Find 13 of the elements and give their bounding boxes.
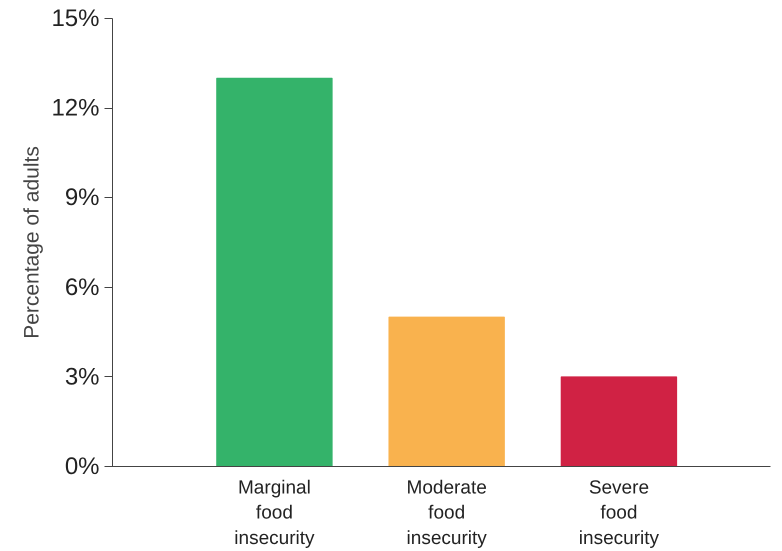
y-tick-label: 3%	[64, 363, 100, 390]
bar	[560, 376, 678, 466]
y-tick-label: 15%	[51, 5, 100, 32]
bar	[388, 316, 505, 466]
y-tick-label: 0%	[64, 453, 100, 480]
y-tick-label: 6%	[64, 274, 100, 301]
x-tick-label: Marginal food insecurity	[234, 478, 316, 549]
x-tick-label: Severe food insecurity	[578, 478, 660, 549]
bar	[216, 78, 333, 466]
y-axis-title: Percentage of adults	[20, 146, 44, 339]
x-tick-label: Moderate food insecurity	[406, 478, 488, 549]
y-tick-label: 12%	[51, 94, 100, 122]
y-tick-label: 9%	[64, 184, 100, 212]
